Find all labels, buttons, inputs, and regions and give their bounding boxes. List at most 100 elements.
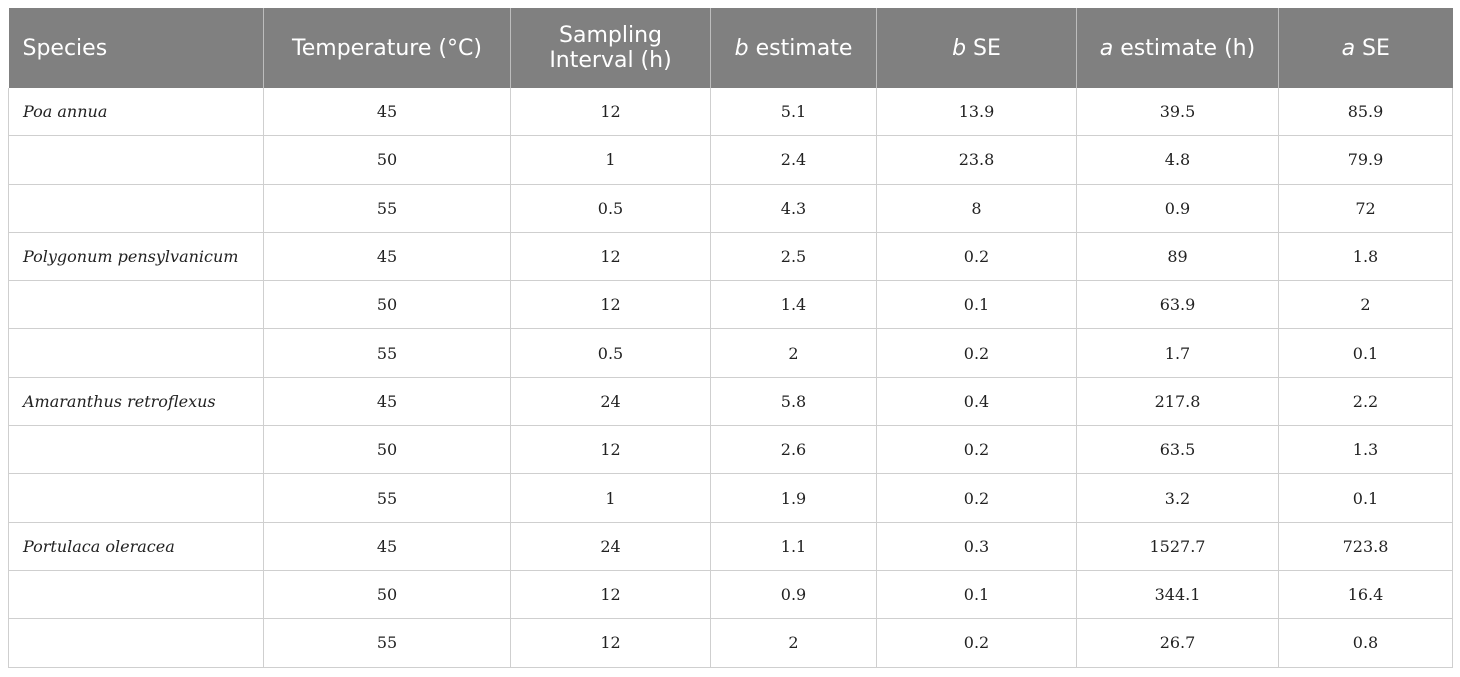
a-se-cell: 85.9: [1278, 88, 1453, 137]
header-temperature-label: Temperature (°C): [292, 35, 482, 61]
temperature-cell: 45: [263, 522, 511, 571]
species-cell: [8, 570, 264, 620]
interval-cell: 12: [510, 425, 711, 475]
a-estimate-cell: 0.9: [1076, 184, 1279, 233]
table-row: 50 12 0.9 0.1 344.1 16.4: [8, 570, 1453, 620]
table-row: Polygonum pensylvanicum 45 12 2.5 0.2 89 1.8: [8, 232, 1453, 282]
b-estimate-cell: 5.8: [710, 377, 877, 427]
b-se-cell: 0.2: [876, 473, 1077, 523]
b-estimate-cell: 0.9: [710, 570, 877, 620]
a-se-cell: 1.8: [1278, 232, 1453, 282]
a-se-cell: 0.1: [1278, 473, 1453, 523]
table-row: 55 0.5 4.3 8 0.9 72: [8, 184, 1453, 233]
a-estimate-cell: 63.5: [1076, 425, 1279, 475]
a-estimate-cell: 4.8: [1076, 135, 1279, 185]
interval-cell: 1: [510, 135, 711, 185]
header-a-estimate-symbol: a: [1099, 35, 1114, 61]
a-se-cell: 16.4: [1278, 570, 1453, 620]
a-se-cell: 2.2: [1278, 377, 1453, 427]
interval-cell: 12: [510, 280, 711, 330]
a-estimate-cell: 39.5: [1076, 88, 1279, 137]
header-b-se: b SE: [876, 8, 1077, 88]
temperature-cell: 45: [263, 88, 511, 137]
b-se-cell: 0.1: [876, 280, 1077, 330]
interval-cell: 12: [510, 570, 711, 620]
header-b-estimate-symbol: b: [734, 35, 749, 61]
b-se-cell: 0.2: [876, 618, 1077, 668]
b-estimate-cell: 2.5: [710, 232, 877, 282]
a-se-cell: 1.3: [1278, 425, 1453, 475]
header-species-label: Species: [22, 35, 108, 61]
temperature-cell: 55: [263, 473, 511, 523]
species-cell: Polygonum pensylvanicum: [8, 232, 264, 282]
interval-cell: 12: [510, 232, 711, 282]
header-b-estimate: b estimate: [710, 8, 877, 88]
b-se-cell: 0.2: [876, 232, 1077, 282]
b-estimate-cell: 5.1: [710, 88, 877, 137]
a-estimate-cell: 344.1: [1076, 570, 1279, 620]
b-estimate-cell: 1.9: [710, 473, 877, 523]
a-estimate-cell: 3.2: [1076, 473, 1279, 523]
b-se-cell: 0.3: [876, 522, 1077, 571]
table-row: Portulaca oleracea 45 24 1.1 0.3 1527.7 723.8: [8, 522, 1453, 571]
header-species: Species: [8, 8, 264, 88]
b-estimate-cell: 1.4: [710, 280, 877, 330]
a-se-cell: 2: [1278, 280, 1453, 330]
a-estimate-cell: 217.8: [1076, 377, 1279, 427]
b-se-cell: 0.4: [876, 377, 1077, 427]
header-temperature: Temperature (°C): [263, 8, 511, 88]
b-se-cell: 0.2: [876, 328, 1077, 378]
table-row: 55 1 1.9 0.2 3.2 0.1: [8, 473, 1453, 523]
table-body: Poa annua 45 12 5.1 13.9 39.5 85.9 50 1 2.4 23.8 4.…: [8, 88, 1453, 668]
a-estimate-cell: 63.9: [1076, 280, 1279, 330]
table-header: Species Temperature (°C) Sampling Interval…: [8, 8, 1453, 88]
header-b-se-label: SE: [966, 35, 1001, 61]
species-cell: [8, 618, 264, 668]
temperature-cell: 50: [263, 425, 511, 475]
table-row: 50 1 2.4 23.8 4.8 79.9: [8, 135, 1453, 185]
interval-cell: 24: [510, 377, 711, 427]
table-row: Poa annua 45 12 5.1 13.9 39.5 85.9: [8, 88, 1453, 137]
temperature-cell: 55: [263, 618, 511, 668]
table-row: Amaranthus retroflexus 45 24 5.8 0.4 217.8 2.2: [8, 377, 1453, 427]
header-row: Species Temperature (°C) Sampling Interval…: [8, 8, 1453, 88]
species-cell: Amaranthus retroflexus: [8, 377, 264, 427]
header-a-se-label: SE: [1355, 35, 1390, 61]
species-cell: [8, 184, 264, 233]
temperature-cell: 55: [263, 184, 511, 233]
a-se-cell: 0.1: [1278, 328, 1453, 378]
a-se-cell: 723.8: [1278, 522, 1453, 571]
table-row: 50 12 1.4 0.1 63.9 2: [8, 280, 1453, 330]
b-se-cell: 13.9: [876, 88, 1077, 137]
interval-cell: 0.5: [510, 328, 711, 378]
data-table-container: Species Temperature (°C) Sampling Interval…: [8, 8, 1453, 668]
species-cell: Portulaca oleracea: [8, 522, 264, 571]
species-cell: [8, 425, 264, 475]
table-row: 55 0.5 2 0.2 1.7 0.1: [8, 328, 1453, 378]
a-se-cell: 72: [1278, 184, 1453, 233]
interval-cell: 12: [510, 618, 711, 668]
table-row: 50 12 2.6 0.2 63.5 1.3: [8, 425, 1453, 475]
b-estimate-cell: 4.3: [710, 184, 877, 233]
temperature-cell: 45: [263, 232, 511, 282]
interval-cell: 0.5: [510, 184, 711, 233]
b-se-cell: 0.2: [876, 425, 1077, 475]
species-cell: [8, 135, 264, 185]
species-cell: [8, 280, 264, 330]
header-a-se-symbol: a: [1341, 35, 1356, 61]
header-a-estimate: a estimate (h): [1076, 8, 1279, 88]
species-cell: [8, 328, 264, 378]
b-estimate-cell: 2: [710, 618, 877, 668]
header-b-se-symbol: b: [952, 35, 967, 61]
b-estimate-cell: 2.4: [710, 135, 877, 185]
species-cell: Poa annua: [8, 88, 264, 137]
b-se-cell: 0.1: [876, 570, 1077, 620]
interval-cell: 12: [510, 88, 711, 137]
b-estimate-cell: 2: [710, 328, 877, 378]
header-a-se: a SE: [1278, 8, 1453, 88]
a-estimate-cell: 89: [1076, 232, 1279, 282]
temperature-cell: 50: [263, 135, 511, 185]
a-se-cell: 79.9: [1278, 135, 1453, 185]
temperature-cell: 45: [263, 377, 511, 427]
temperature-cell: 50: [263, 280, 511, 330]
